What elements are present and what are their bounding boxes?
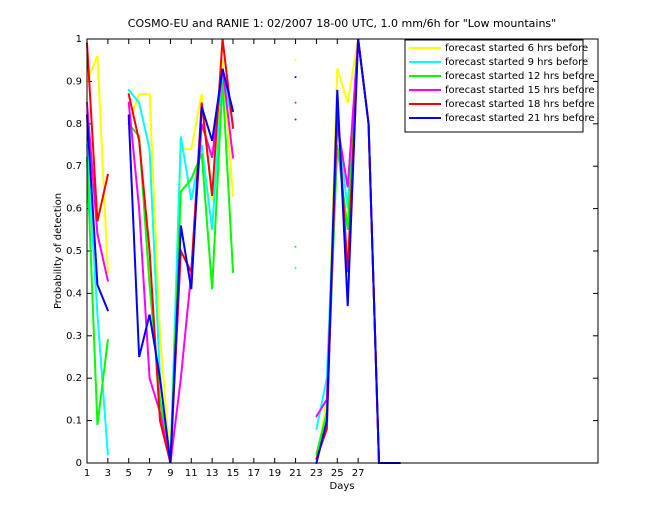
legend-box [404,39,584,133]
y-tick-label: 0.1 [66,416,82,427]
legend-label: forecast started 21 hrs before [445,113,595,124]
data-line [86,38,401,464]
y-tick-label: 0.8 [66,119,82,130]
x-tick-label: 17 [247,468,260,479]
y-tick-label: 0 [76,458,82,469]
data-line [86,38,401,464]
data-line [86,38,401,464]
y-tick-label: 0.9 [66,76,82,87]
legend-label: forecast started 15 hrs before [445,85,595,96]
axes-box [86,38,599,464]
legend-label: forecast started 9 hrs before [445,57,588,68]
legend-label: forecast started 18 hrs before [445,99,595,110]
x-tick-label: 27 [352,468,365,479]
chart-title: COSMO-EU and RANIE 1: 02/2007 18-00 UTC,… [128,17,556,30]
x-tick-label: 1 [84,468,90,479]
x-tick-label: 23 [310,468,323,479]
y-tick-label: 0.3 [66,331,82,342]
y-tick-label: 0.4 [66,288,82,299]
legend-label: forecast started 6 hrs before [445,43,588,54]
data-line [86,38,401,464]
data-line [86,38,401,464]
x-tick-label: 7 [146,468,152,479]
x-tick-label: 21 [289,468,302,479]
x-tick-label: 5 [126,468,132,479]
x-tick-label: 15 [227,468,240,479]
x-tick-label: 19 [268,468,281,479]
x-axis-label: Days [330,481,355,492]
y-tick-label: 0.7 [66,161,82,172]
x-tick-label: 9 [167,468,173,479]
y-tick-label: 0.5 [66,246,82,257]
x-tick-label: 11 [185,468,198,479]
x-tick-label: 25 [331,468,344,479]
y-tick-label: 0.2 [66,373,82,384]
x-tick-label: 13 [206,468,219,479]
y-tick-label: 0.6 [66,204,82,215]
y-tick-label: 1 [76,34,82,45]
y-axis-label: Probability of detection [53,193,64,309]
x-tick-label: 3 [105,468,111,479]
legend-label: forecast started 12 hrs before [445,71,595,82]
